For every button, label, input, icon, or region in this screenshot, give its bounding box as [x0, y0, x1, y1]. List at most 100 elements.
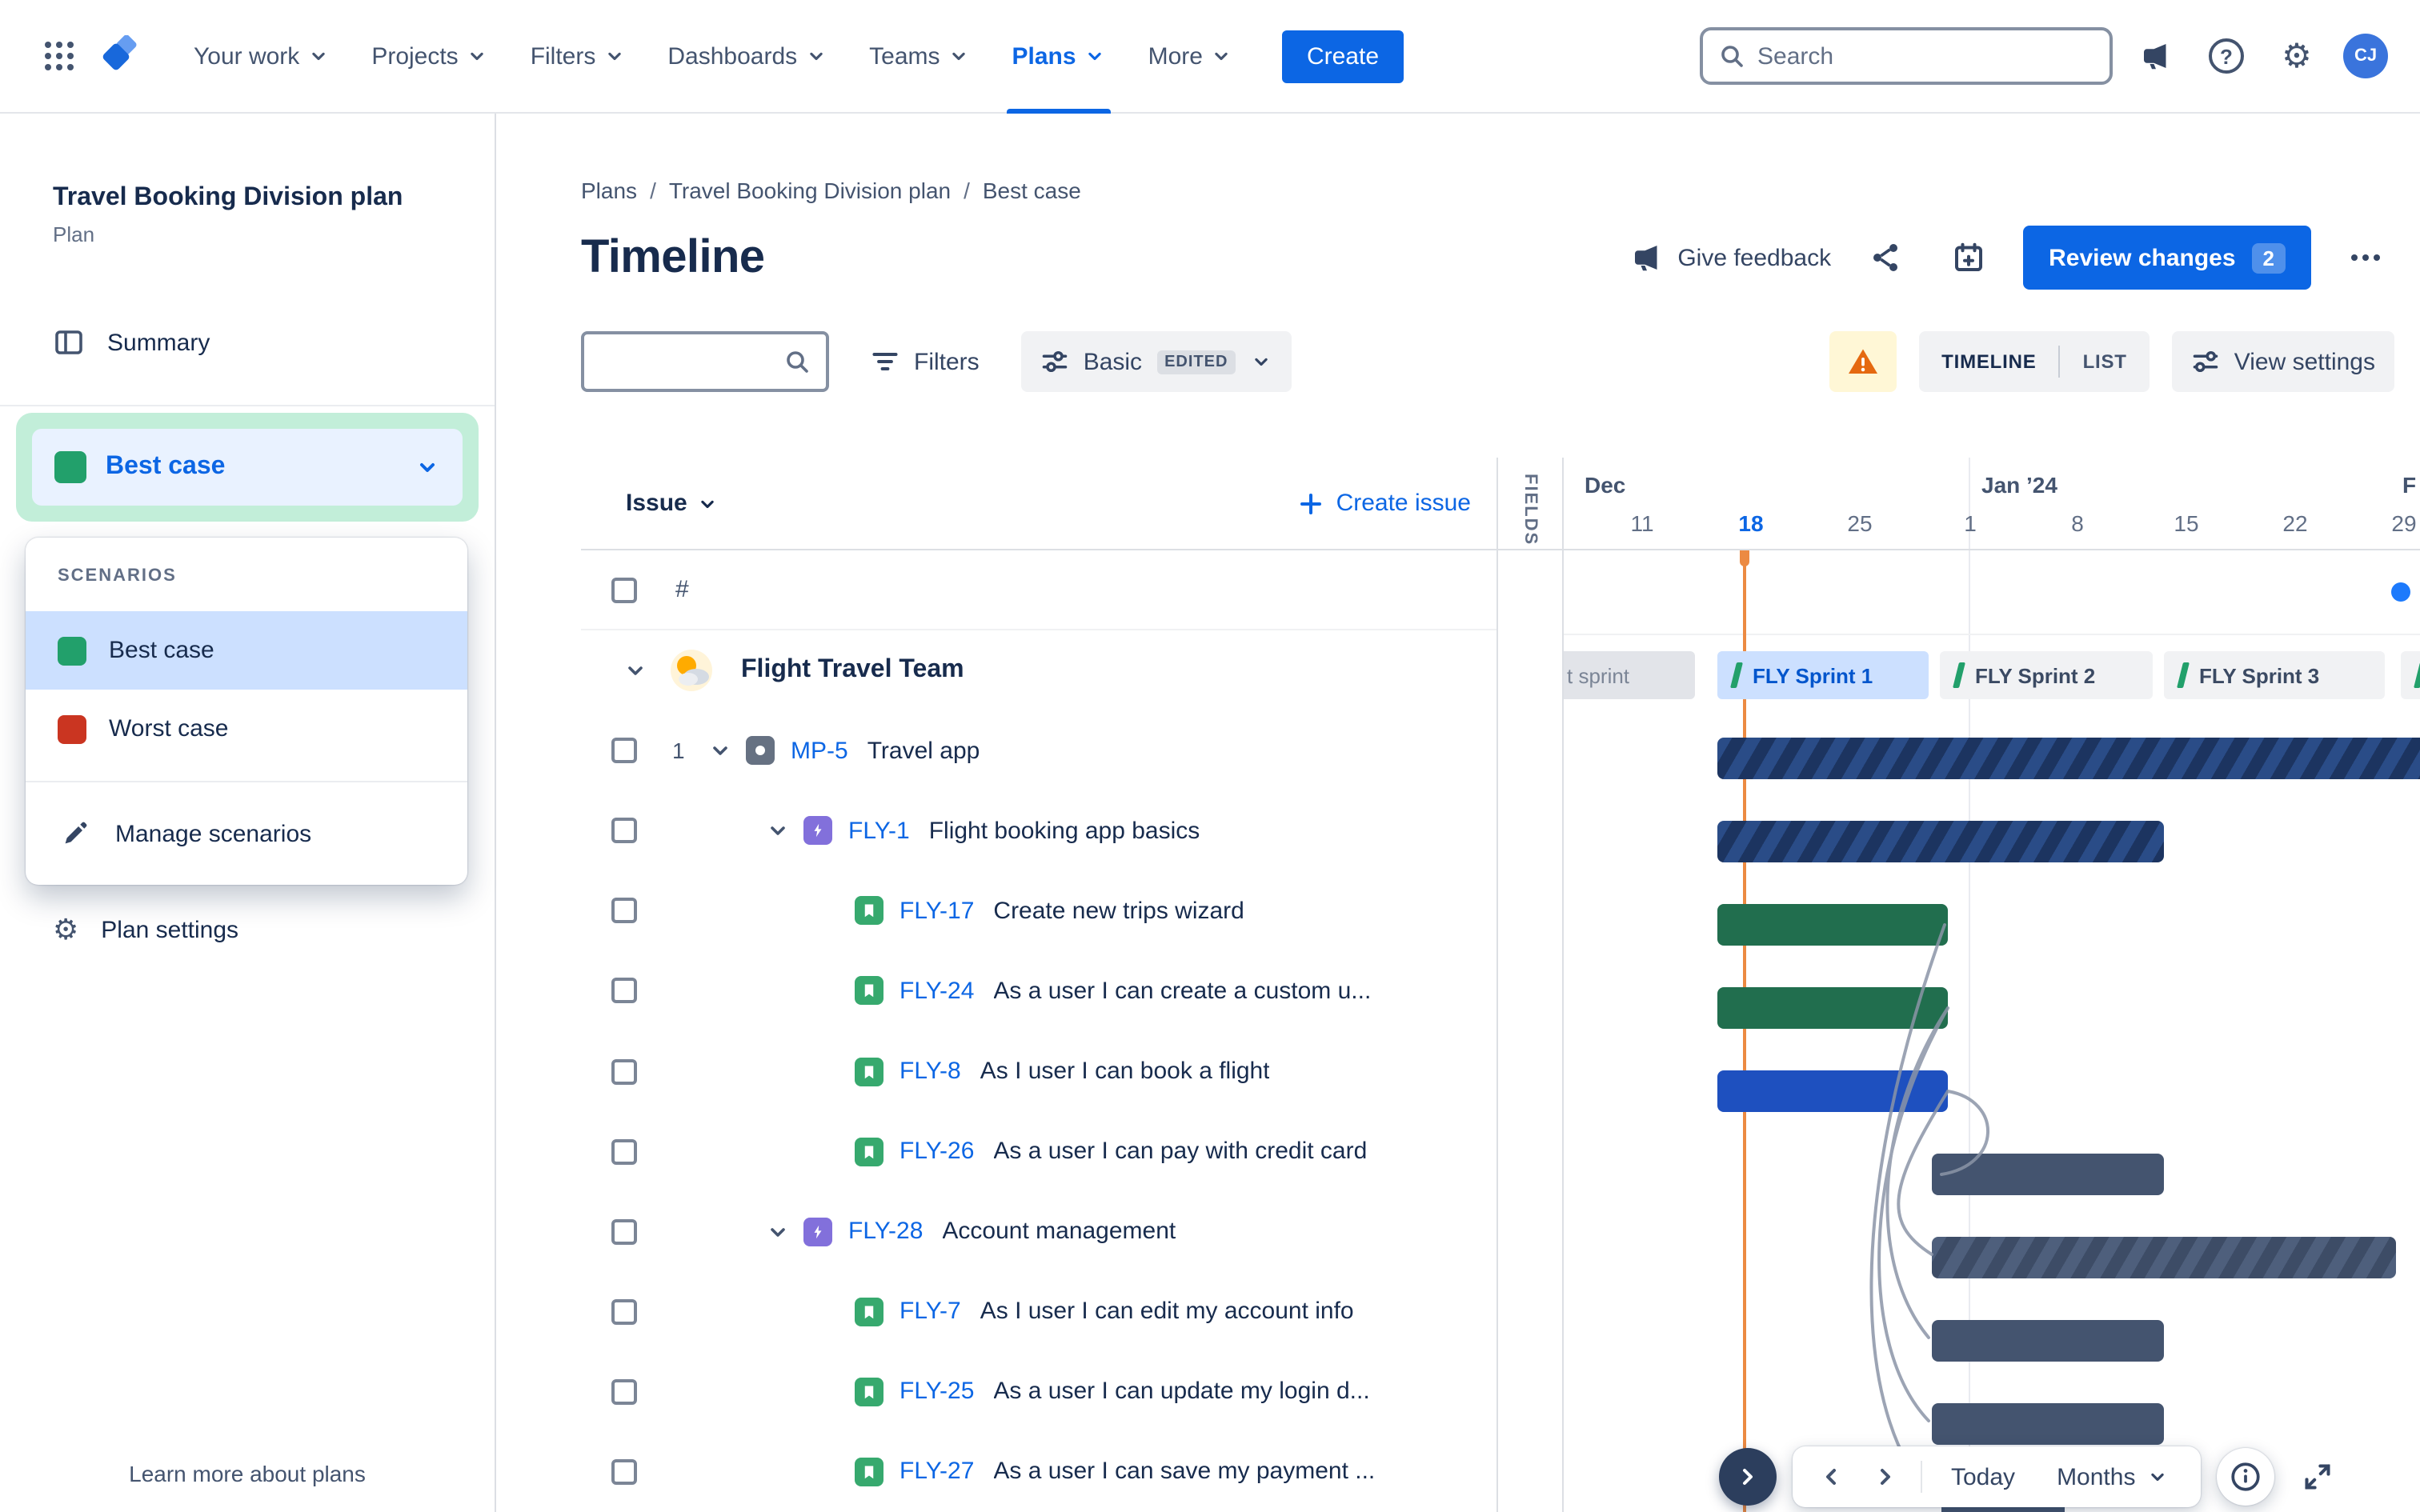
nav-item-projects[interactable]: Projects [351, 0, 509, 113]
warning-indicator[interactable] [1829, 331, 1897, 392]
issue-summary: Flight booking app basics [928, 817, 1200, 845]
timeline-bar-fly1[interactable] [1717, 821, 2164, 862]
timeline-bar-fly7[interactable] [1932, 1320, 2164, 1362]
row-checkbox[interactable] [611, 898, 637, 924]
issue-key-link[interactable]: FLY-7 [899, 1298, 961, 1326]
row-checkbox[interactable] [611, 1138, 637, 1165]
today-button[interactable]: Today [1951, 1463, 2016, 1490]
nav-item-plans[interactable]: Plans [992, 0, 1128, 113]
nav-label: Dashboards [667, 42, 798, 70]
nav-label: Plans [1012, 42, 1076, 70]
month-label: F [2402, 472, 2417, 498]
row-checkbox[interactable] [611, 738, 637, 764]
breadcrumb-separator: / [650, 178, 656, 203]
issue-key-link[interactable]: FLY-8 [899, 1058, 961, 1086]
tab-list[interactable]: LIST [2082, 350, 2127, 373]
learn-more-link[interactable]: Learn more about plans [129, 1461, 366, 1486]
announcements-icon[interactable] [2129, 29, 2183, 83]
timeline-bar-mp5[interactable] [1717, 738, 2420, 779]
range-select[interactable]: Months [2037, 1463, 2188, 1490]
timeline-bar-fly25[interactable] [1932, 1403, 2164, 1445]
timeline-header: Dec Jan ’24 F 11 18 25 1 8 15 22 29 [1564, 458, 2420, 550]
breadcrumb-plan-name[interactable]: Travel Booking Division plan [668, 178, 952, 203]
view-mode-label: Basic [1083, 348, 1143, 375]
timeline-bar-fly17[interactable] [1717, 904, 1948, 946]
issue-key-link[interactable]: FLY-28 [848, 1218, 924, 1246]
issue-key-link[interactable]: FLY-27 [899, 1458, 975, 1486]
search-input[interactable] [1757, 42, 2093, 70]
manage-scenarios-button[interactable]: Manage scenarios [26, 795, 467, 872]
collapse-row-icon[interactable] [765, 1218, 791, 1244]
row-checkbox[interactable] [611, 978, 637, 1004]
scenario-option-worst-case[interactable]: Worst case [26, 690, 467, 768]
review-changes-button[interactable]: Review changes 2 [2023, 226, 2311, 290]
nav-item-more[interactable]: More [1128, 0, 1254, 113]
table-row: FLY-1 Flight booking app basics [581, 791, 1496, 871]
nav-item-teams[interactable]: Teams [848, 0, 991, 113]
nav-item-dashboards[interactable]: Dashboards [647, 0, 848, 113]
info-button[interactable] [2217, 1448, 2275, 1506]
scroll-left-button[interactable] [1805, 1451, 1857, 1502]
epic-issue-icon [803, 1217, 832, 1246]
issue-key-link[interactable]: FLY-26 [899, 1138, 975, 1166]
issue-search-input[interactable] [600, 348, 775, 375]
row-checkbox[interactable] [611, 1458, 637, 1485]
collapse-row-icon[interactable] [707, 738, 733, 763]
tab-timeline[interactable]: TIMELINE [1941, 350, 2037, 373]
filters-button[interactable]: Filters [851, 331, 999, 392]
create-button[interactable]: Create [1282, 30, 1404, 82]
issue-column-header[interactable]: Issue [626, 490, 719, 517]
rollup-dot[interactable] [2391, 582, 2410, 602]
sidebar-item-summary[interactable]: Summary [53, 310, 442, 374]
nav-item-your-work[interactable]: Your work [173, 0, 351, 113]
view-mode-button[interactable]: Basic EDITED [1020, 331, 1292, 392]
month-label: Dec [1585, 472, 1626, 498]
sprint-chip[interactable]: FLY Sprint 3 [2164, 651, 2385, 699]
row-checkbox[interactable] [611, 1058, 637, 1085]
row-checkbox[interactable] [611, 577, 637, 603]
create-issue-button[interactable]: Create issue [1298, 490, 1471, 517]
timeline-bar-fly24[interactable] [1717, 987, 1948, 1029]
fullscreen-icon[interactable] [2290, 1450, 2345, 1504]
more-options-button[interactable] [2337, 229, 2394, 286]
collapse-row-icon[interactable] [765, 818, 791, 844]
fields-column-handle[interactable]: FIELDS [1496, 458, 1564, 1512]
sprint-chip[interactable]: FLY Sp [2401, 651, 2420, 699]
issue-key-link[interactable]: FLY-24 [899, 977, 975, 1005]
scroll-right-button[interactable] [1860, 1451, 1911, 1502]
timeline-bar-fly8[interactable] [1717, 1070, 1948, 1112]
row-checkbox[interactable] [611, 1298, 637, 1325]
issue-key-link[interactable]: MP-5 [791, 737, 848, 765]
jira-logo-icon[interactable] [99, 35, 141, 77]
breadcrumb-plans[interactable]: Plans [581, 178, 638, 203]
expand-fields-button[interactable] [1719, 1448, 1777, 1506]
nav-item-filters[interactable]: Filters [510, 0, 647, 113]
plan-subtitle: Plan [53, 222, 95, 246]
sidebar-item-plan-settings[interactable]: ⚙ Plan settings [0, 898, 495, 962]
sliders-icon [2191, 347, 2220, 376]
row-checkbox[interactable] [611, 1378, 637, 1405]
sprint-chip[interactable]: FLY Sprint 2 [1940, 651, 2153, 699]
scenario-picker-button[interactable]: Best case [32, 429, 463, 506]
timeline-bar-fly26[interactable] [1932, 1154, 2164, 1195]
app-switcher-icon[interactable] [32, 29, 86, 83]
help-icon[interactable]: ? [2199, 29, 2254, 83]
view-settings-button[interactable]: View settings [2171, 331, 2394, 392]
sprint-chip-active[interactable]: FLY Sprint 1 [1717, 651, 1929, 699]
row-checkbox[interactable] [611, 1218, 637, 1245]
user-avatar[interactable]: CJ [2343, 34, 2388, 78]
collapse-team-icon[interactable] [623, 658, 648, 683]
give-feedback-button[interactable]: Give feedback [1631, 242, 1831, 274]
issue-search-field[interactable] [581, 331, 829, 392]
issue-key-link[interactable]: FLY-1 [848, 817, 910, 845]
issue-key-link[interactable]: FLY-25 [899, 1378, 975, 1406]
share-icon[interactable] [1857, 229, 1914, 286]
scenario-option-best-case[interactable]: Best case [26, 611, 467, 690]
row-checkbox[interactable] [611, 818, 637, 844]
timeline-bar-fly28[interactable] [1932, 1237, 2396, 1278]
sprint-chip-past[interactable]: t sprint [1564, 651, 1695, 699]
global-search[interactable] [1700, 27, 2113, 85]
settings-gear-icon[interactable]: ⚙ [2270, 29, 2324, 83]
calendar-add-icon[interactable] [1940, 229, 1997, 286]
issue-key-link[interactable]: FLY-17 [899, 897, 975, 925]
